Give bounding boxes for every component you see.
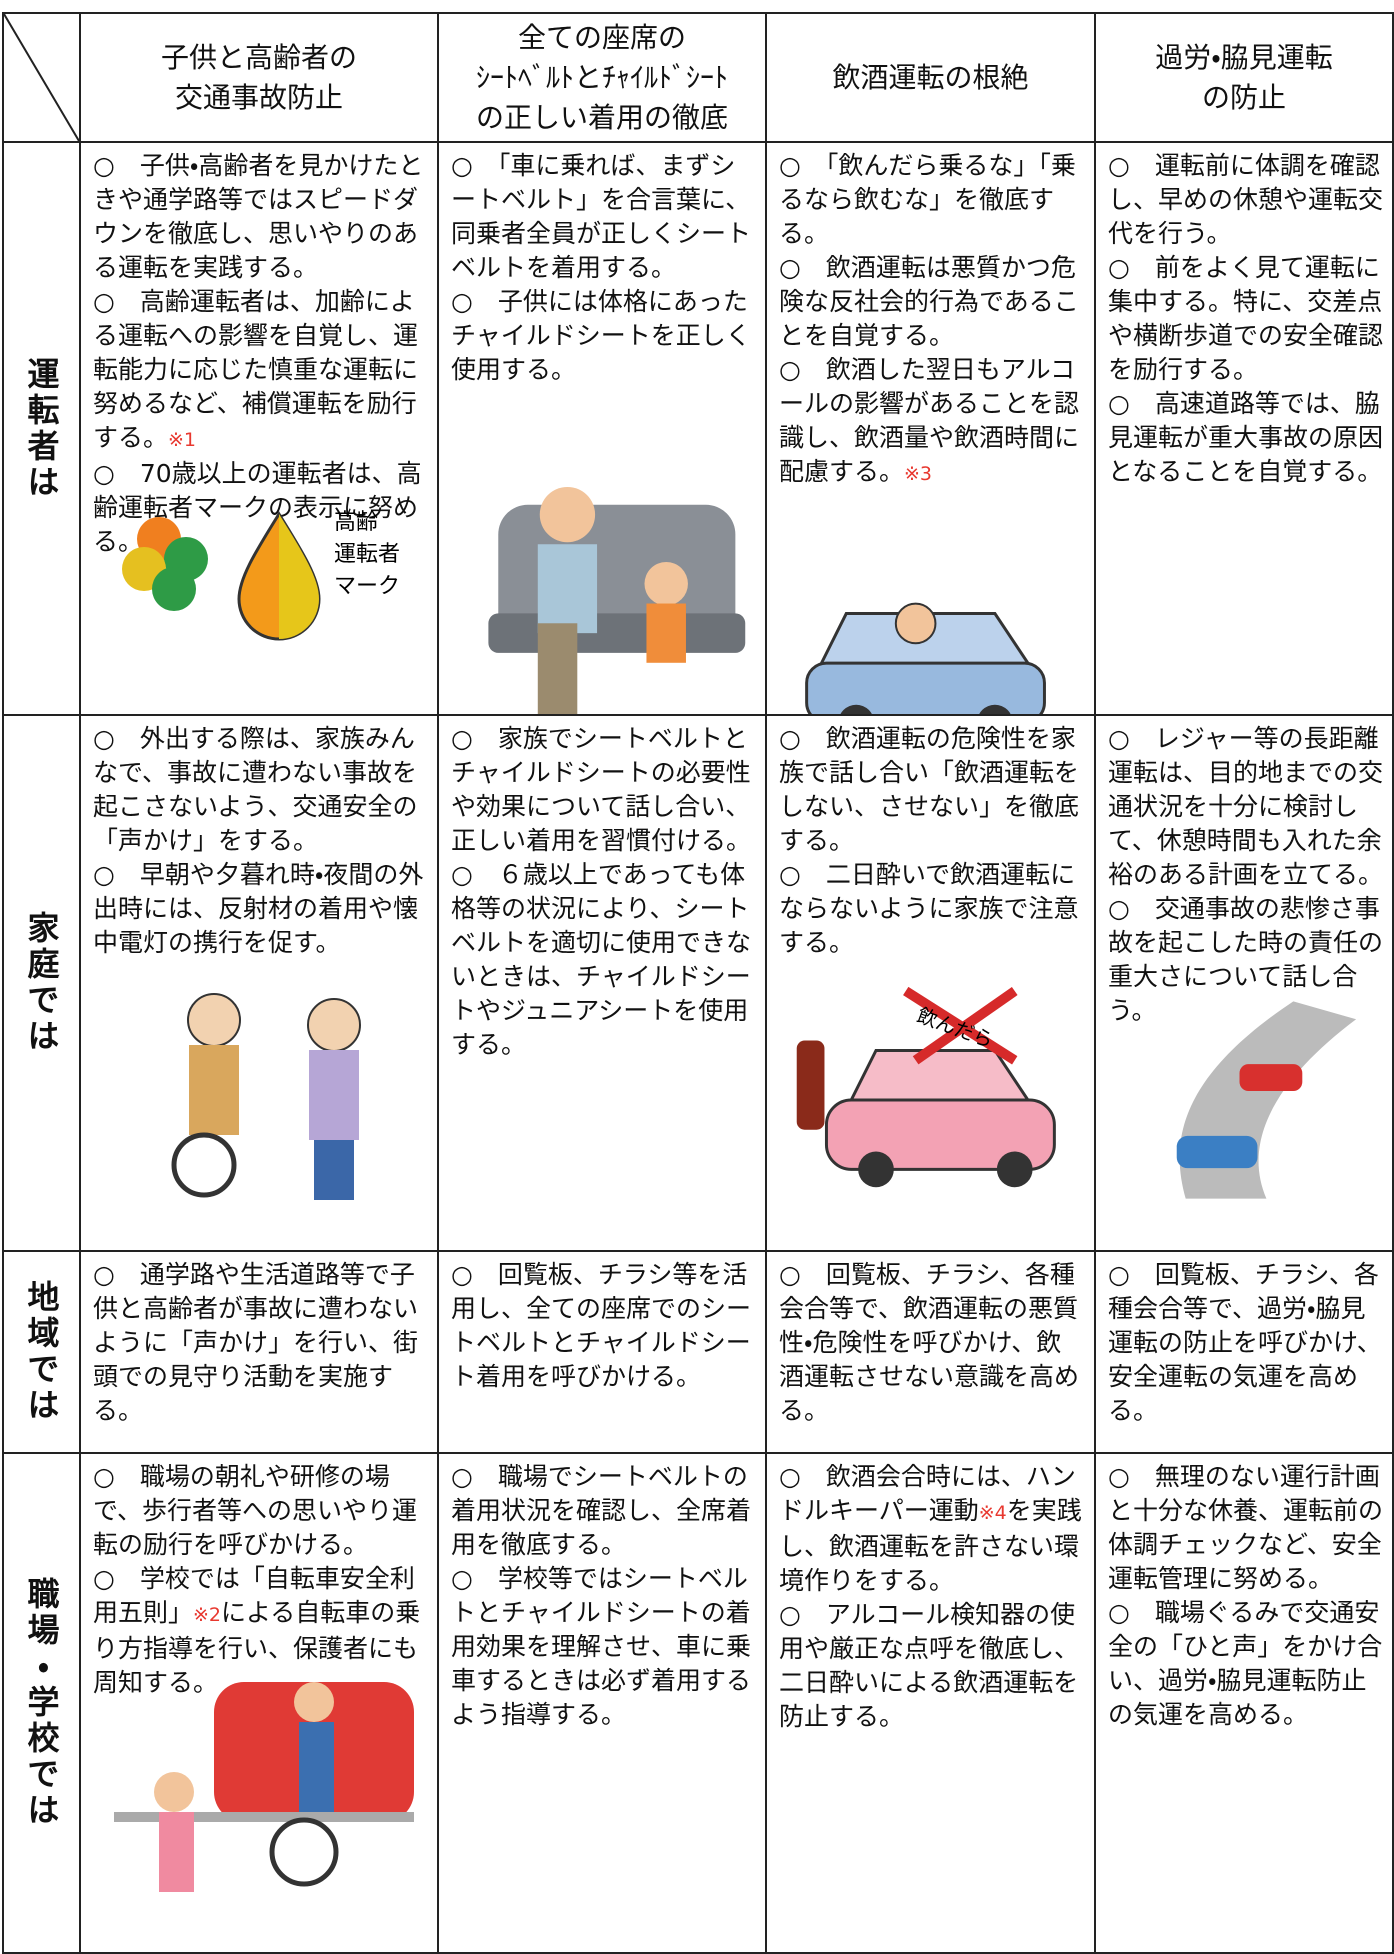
bullet-item: ○ 「車に乗れば、まずシートベルト」を合言葉に、同乗者全員が正しくシートベルトを…	[451, 151, 752, 282]
item-text: による自転車の乗り方指導を行い、保護者にも周知する。	[93, 1598, 421, 1697]
row-label: 運転者は	[22, 356, 61, 501]
illustration	[114, 1682, 414, 1892]
table-cell: ○ 職場の朝礼や研修の場で、歩行者等への思いやり運転の励行を呼びかける。 ○ 学校…	[81, 1454, 439, 1954]
row-label-cell: 家庭では	[4, 716, 81, 1252]
bullet-item: ○ 二日酔いで飲酒運転にならないように家族で注意する。	[779, 860, 1079, 957]
illustration-caption: 高齢	[334, 510, 378, 535]
table-cell: ○ 子供・高齢者を見かけたときや通学路等ではスピードダウンを徹底し、思いやりのあ…	[81, 143, 439, 716]
row-label-cell: 運転者は	[4, 143, 81, 716]
table-cell: ○ 運転前に体調を確認し、早めの休憩や運転交代を行う。 ○ 前をよく見て運転に集中…	[1096, 143, 1394, 716]
header-line: ｼｰﾄﾍﾞﾙﾄとﾁｬｲﾙﾄﾞｼｰﾄ	[475, 60, 728, 94]
bullet-item: ○ 「飲んだら乗るな」「乗るなら飲むな」を徹底する。	[779, 151, 1076, 248]
column-header: 全ての座席の ｼｰﾄﾍﾞﾙﾄとﾁｬｲﾙﾄﾞｼｰﾄ の正しい着用の徹底	[439, 14, 767, 143]
illustration-caption: 運転者	[334, 542, 400, 567]
bullet-item: ○ 回覧板、チラシ、各種会合等で、過労・脇見運転の防止を呼びかけ、安全運転の気運…	[1108, 1260, 1382, 1425]
bullet-item: ○ 交通事故の悲惨さ事故を起こした時の責任の重大さについて話し合う。	[1108, 894, 1384, 1025]
table-cell: ○ 回覧板、チラシ、各種会合等で、過労・脇見運転の防止を呼びかけ、安全運転の気運…	[1096, 1252, 1394, 1454]
bullet-item: ○ 家族でシートベルトとチャイルドシートの必要性や効果について話し合い、正しい着…	[451, 724, 752, 855]
note-mark: ※2	[193, 1604, 222, 1626]
bullet-item: ○ レジャー等の長距離運転は、目的地までの交通状況を十分に検討して、休憩時間も入…	[1108, 724, 1384, 889]
bullet-item: ○ 学校では「自転車安全利用五則」※2による自転車の乗り方指導を行い、保護者にも…	[93, 1562, 429, 1700]
illustration	[171, 993, 361, 1200]
table-cell: ○ 職場でシートベルトの着用状況を確認し、全席着用を徹底する。 ○ 学校等ではシー…	[439, 1454, 767, 1954]
row-label: 家庭では	[22, 911, 61, 1055]
header-line: 飲酒運転の根絶	[832, 60, 1029, 94]
item-text: ○ 飲酒会合時には、ハンドルキーパー運動	[779, 1462, 1076, 1525]
table-cell: ○ 「車に乗れば、まずシートベルト」を合言葉に、同乗者全員が正しくシートベルトを…	[439, 143, 767, 716]
bullet-item: ○ 外出する際は、家族みんなで、事故に遭わない事故を起こさないよう、交通安全の「…	[93, 724, 418, 855]
bullet-item: ○ 飲酒運転の危険性を家族で話し合い「飲酒運転をしない、させない」を徹底する。	[779, 724, 1080, 855]
bullet-item: ○ 高速道路等では、脇見運転が重大事故の原因となることを自覚する。	[1108, 389, 1384, 486]
illustration	[1176, 1001, 1357, 1199]
note-mark: ※1	[168, 429, 197, 451]
table-cell: ○ 家族でシートベルトとチャイルドシートの必要性や効果について話し合い、正しい着…	[439, 716, 767, 1252]
bullet-item: ○ 早朝や夕暮れ時・夜間の外出時には、反射材の着用や懐中電灯の携行を促す。	[93, 860, 424, 957]
bullet-item: ○ 飲酒した翌日もアルコールの影響があることを認識し、飲酒量や飲酒時間に配慮する…	[779, 353, 1086, 491]
bullet-item: ○ 子供・高齢者を見かけたときや通学路等ではスピードダウンを徹底し、思いやりのあ…	[93, 151, 424, 282]
header-line: 過労・脇見運転	[1155, 40, 1333, 74]
table-cell: ○ 回覧板、チラシ、各種会合等で、飲酒運転の悪質性・危険性を呼びかけ、飲酒運転さ…	[767, 1252, 1096, 1454]
table-cell: ○ 通学路や生活道路等で子供と高齢者が事故に遭わないように「声かけ」を行い、街頭…	[81, 1252, 439, 1454]
bullet-item: ○ 子供には体格にあったチャイルドシートを正しく使用する。	[451, 287, 751, 384]
item-text: ○ 学校では「自転車安全利用五則」	[93, 1564, 415, 1627]
bullet-item: ○ 職場でシートベルトの着用状況を確認し、全席着用を徹底する。	[451, 1462, 752, 1559]
table-cell: ○ 飲酒会合時には、ハンドルキーパー運動※4を実践し、飲酒運転を許さない環境作り…	[767, 1454, 1096, 1954]
illustration	[488, 486, 746, 714]
bullet-item: ○ 職場の朝礼や研修の場で、歩行者等への思いやり運転の励行を呼びかける。	[93, 1462, 418, 1559]
header-line: 交通事故防止	[174, 80, 343, 114]
table-cell: ○ 外出する際は、家族みんなで、事故に遭わない事故を起こさないよう、交通安全の「…	[81, 716, 439, 1252]
table-cell: ○ レジャー等の長距離運転は、目的地までの交通状況を十分に検討して、休憩時間も入…	[1096, 716, 1394, 1252]
bullet-item: ○ 無理のない運行計画と十分な休養、運転前の体調チェックなど、安全運転管理に努め…	[1108, 1462, 1384, 1593]
item-text: ○ 高齢運転者は、加齢による運転への影響を自覚し、運転能力に応じた慎重な運転に努…	[93, 287, 419, 452]
corner-diagonal	[4, 14, 79, 141]
header-line: の正しい着用の徹底	[475, 100, 728, 134]
bullet-item: ○ 70歳以上の運転者は、高齢運転者マークの表示に努める。	[93, 459, 422, 556]
row-label: 職場・学校では	[22, 1577, 61, 1829]
note-mark: ※4	[978, 1502, 1007, 1524]
table-cell: ○ 飲酒運転の危険性を家族で話し合い「飲酒運転をしない、させない」を徹底する。 ○…	[767, 716, 1096, 1252]
item-text: を実践し、飲酒運転を許さない環境作りをする。	[779, 1496, 1082, 1595]
column-header: 飲酒運転の根絶	[767, 14, 1096, 143]
table-cell: ○ 「飲んだら乗るな」「乗るなら飲むな」を徹底する。 ○ 飲酒運転は悪質かつ危険な…	[767, 143, 1096, 716]
illustration-caption: マーク	[334, 574, 400, 599]
bullet-item: ○ 学校等ではシートベルトとチャイルドシートの着用効果を理解させ、車に乗車すると…	[451, 1564, 752, 1729]
illustration: 高齢運転者マーク	[122, 510, 400, 641]
illustration	[805, 602, 1046, 714]
note-mark: ※3	[904, 463, 933, 485]
table-cell: ○ 無理のない運行計画と十分な休養、運転前の体調チェックなど、安全運転管理に努め…	[1096, 1454, 1394, 1954]
column-header: 過労・脇見運転 の防止	[1096, 14, 1394, 143]
row-label: 地域では	[22, 1280, 61, 1424]
bullet-item: ○ 通学路や生活道路等で子供と高齢者が事故に遭わないように「声かけ」を行い、街頭…	[93, 1260, 419, 1425]
row-label-cell: 職場・学校では	[4, 1454, 81, 1954]
illustration: 飲んだら	[796, 986, 1056, 1188]
item-text: ○ 飲酒した翌日もアルコールの影響があることを認識し、飲酒量や飲酒時間に配慮する…	[779, 355, 1080, 486]
bullet-item: ○ アルコール検知器の使用や厳正な点呼を徹底し、二日酔いによる飲酒運転を防止する…	[779, 1600, 1080, 1731]
bullet-item: ○ 運転前に体調を確認し、早めの休憩や運転交代を行う。	[1108, 151, 1384, 248]
bullet-item: ○ 飲酒会合時には、ハンドルキーパー運動※4を実践し、飲酒運転を許さない環境作り…	[779, 1460, 1086, 1598]
table: 子供と高齢者の 交通事故防止 全ての座席の ｼｰﾄﾍﾞﾙﾄとﾁｬｲﾙﾄﾞｼｰﾄ の正しい…	[2, 12, 1394, 1954]
corner-cell	[4, 14, 81, 143]
bullet-item: ○ 回覧板、チラシ、各種会合等で、飲酒運転の悪質性・危険性を呼びかけ、飲酒運転さ…	[779, 1260, 1080, 1425]
bullet-item: ○ 前をよく見て運転に集中する。特に、交差点や横断歩道での安全確認を励行する。	[1108, 253, 1384, 384]
bullet-item: ○ 飲酒運転は悪質かつ危険な反社会的行為であることを自覚する。	[779, 253, 1079, 350]
bullet-item: ○ ６歳以上であっても体格等の状況により、シートベルトを適切に使用できないときは…	[451, 860, 752, 1059]
header-line: 全ての座席の	[517, 20, 686, 54]
bullet-item: ○ 高齢運転者は、加齢による運転への影響を自覚し、運転能力に応じた慎重な運転に努…	[93, 285, 429, 457]
header-line: 子供と高齢者の	[160, 40, 357, 74]
bullet-item: ○ 回覧板、チラシ等を活用し、全ての座席でのシートベルトとチャイルドシート着用を…	[451, 1260, 752, 1391]
header-line: の防止	[1201, 80, 1286, 114]
table-cell: ○ 回覧板、チラシ等を活用し、全ての座席でのシートベルトとチャイルドシート着用を…	[439, 1252, 767, 1454]
row-label-cell: 地域では	[4, 1252, 81, 1454]
bullet-item: ○ 職場ぐるみで交通安全の「ひと声」をかけ合い、過労・脇見運転防止の気運を高める…	[1108, 1598, 1383, 1729]
column-header: 子供と高齢者の 交通事故防止	[81, 14, 439, 143]
